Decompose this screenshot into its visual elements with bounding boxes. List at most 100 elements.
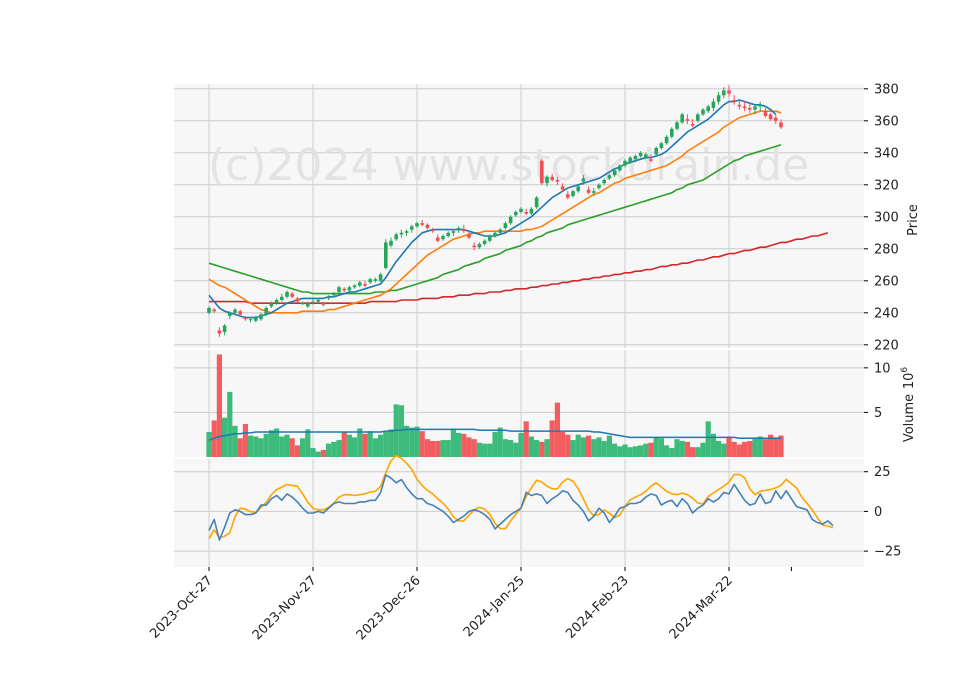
candle-body	[300, 303, 305, 305]
volume-bar	[456, 432, 462, 457]
oscillator-axis-tick-label: 25	[874, 465, 891, 480]
candle-body	[462, 229, 466, 232]
candle-body	[711, 101, 716, 108]
volume-bar	[305, 429, 311, 457]
volume-bar	[591, 439, 597, 457]
candle-body	[732, 100, 736, 102]
volume-bar	[726, 436, 732, 457]
volume-bar	[695, 447, 701, 457]
candle-body	[352, 285, 357, 288]
candle-body	[363, 284, 367, 286]
volume-bar	[362, 433, 368, 457]
volume-bar	[476, 442, 482, 457]
volume-bar	[528, 436, 534, 457]
candle-body	[612, 170, 617, 176]
candle-body	[508, 216, 513, 224]
candle-body	[597, 184, 601, 188]
oscillator-panel-bg	[174, 459, 864, 567]
candle-body	[472, 245, 476, 248]
volume-unit-label: 106	[900, 367, 917, 390]
candle-body	[680, 114, 684, 123]
volume-bar	[570, 440, 576, 457]
candle-body	[456, 228, 461, 230]
candle-body	[332, 293, 336, 296]
candle-body	[638, 152, 643, 156]
price-panel	[207, 85, 829, 337]
candle-body	[763, 111, 768, 116]
volume-bar	[336, 440, 342, 457]
volume-bar	[539, 441, 545, 457]
date-tick-label: 2024-Feb-23	[563, 573, 632, 642]
volume-bar	[700, 442, 706, 457]
price-axis-tick-label: 300	[874, 210, 899, 225]
volume-bar	[430, 440, 436, 457]
volume-bar	[497, 427, 503, 457]
candle-body	[358, 282, 362, 286]
candle-body	[685, 119, 690, 121]
volume-bar	[778, 435, 784, 457]
candle-body	[498, 229, 502, 233]
candle-body	[233, 309, 237, 313]
volume-bar	[492, 432, 498, 457]
candle-body	[524, 212, 528, 214]
volume-bar	[679, 440, 685, 457]
volume-bar	[404, 425, 410, 457]
volume-bar	[768, 434, 774, 457]
volume-bar	[596, 437, 602, 457]
candle-body	[243, 317, 248, 320]
volume-bar	[300, 438, 306, 457]
volume-bar	[268, 430, 274, 457]
price-axis-label: Price	[906, 204, 921, 236]
volume-bar	[752, 437, 758, 457]
price-axis-tick-label: 280	[874, 242, 899, 257]
volume-bar	[669, 448, 675, 457]
candle-body	[420, 223, 424, 225]
volume-bar	[310, 448, 316, 457]
volume-bar	[731, 441, 737, 457]
volume-bar	[601, 440, 607, 457]
volume-bar	[357, 428, 363, 457]
candle-body	[529, 208, 534, 214]
volume-bar	[643, 443, 649, 457]
volume-bar	[632, 446, 638, 457]
volume-bar	[565, 434, 571, 457]
candle-body	[441, 236, 445, 240]
volume-bar	[263, 433, 269, 457]
volume-bar	[414, 426, 420, 457]
volume-bar	[440, 440, 446, 457]
candle-body	[326, 296, 331, 299]
volume-bar	[326, 443, 332, 457]
candle-body	[758, 104, 762, 107]
volume-axis-tick-label: 5	[874, 406, 882, 421]
volume-bar	[294, 445, 300, 457]
candle-body	[311, 301, 315, 304]
candle-body	[550, 176, 554, 180]
candle-body	[592, 191, 596, 193]
candle-body	[768, 114, 773, 120]
candle-body	[467, 234, 471, 238]
volume-bar	[315, 451, 321, 457]
oscillator-panel	[208, 454, 834, 541]
volume-bar	[742, 441, 748, 457]
volume-bar	[450, 428, 456, 457]
oscillator-axis-tick-label: −25	[874, 545, 901, 560]
candle-body	[706, 106, 710, 112]
volume-bar	[580, 437, 586, 457]
volume-bar	[435, 440, 441, 457]
candle-body	[337, 287, 341, 292]
candle-body	[254, 317, 258, 321]
volume-bar	[419, 431, 425, 457]
volume-bar	[206, 432, 212, 457]
volume-bar	[549, 420, 555, 457]
candle-body	[228, 312, 232, 316]
candle-body	[451, 231, 456, 233]
oscillator-main-line	[208, 474, 834, 541]
volume-bar	[513, 442, 519, 457]
candle-body	[274, 300, 279, 304]
candle-body	[410, 226, 414, 230]
volume-bar	[773, 437, 779, 457]
candle-body	[690, 124, 695, 126]
candle-body	[607, 175, 612, 179]
volume-bar	[279, 436, 285, 457]
